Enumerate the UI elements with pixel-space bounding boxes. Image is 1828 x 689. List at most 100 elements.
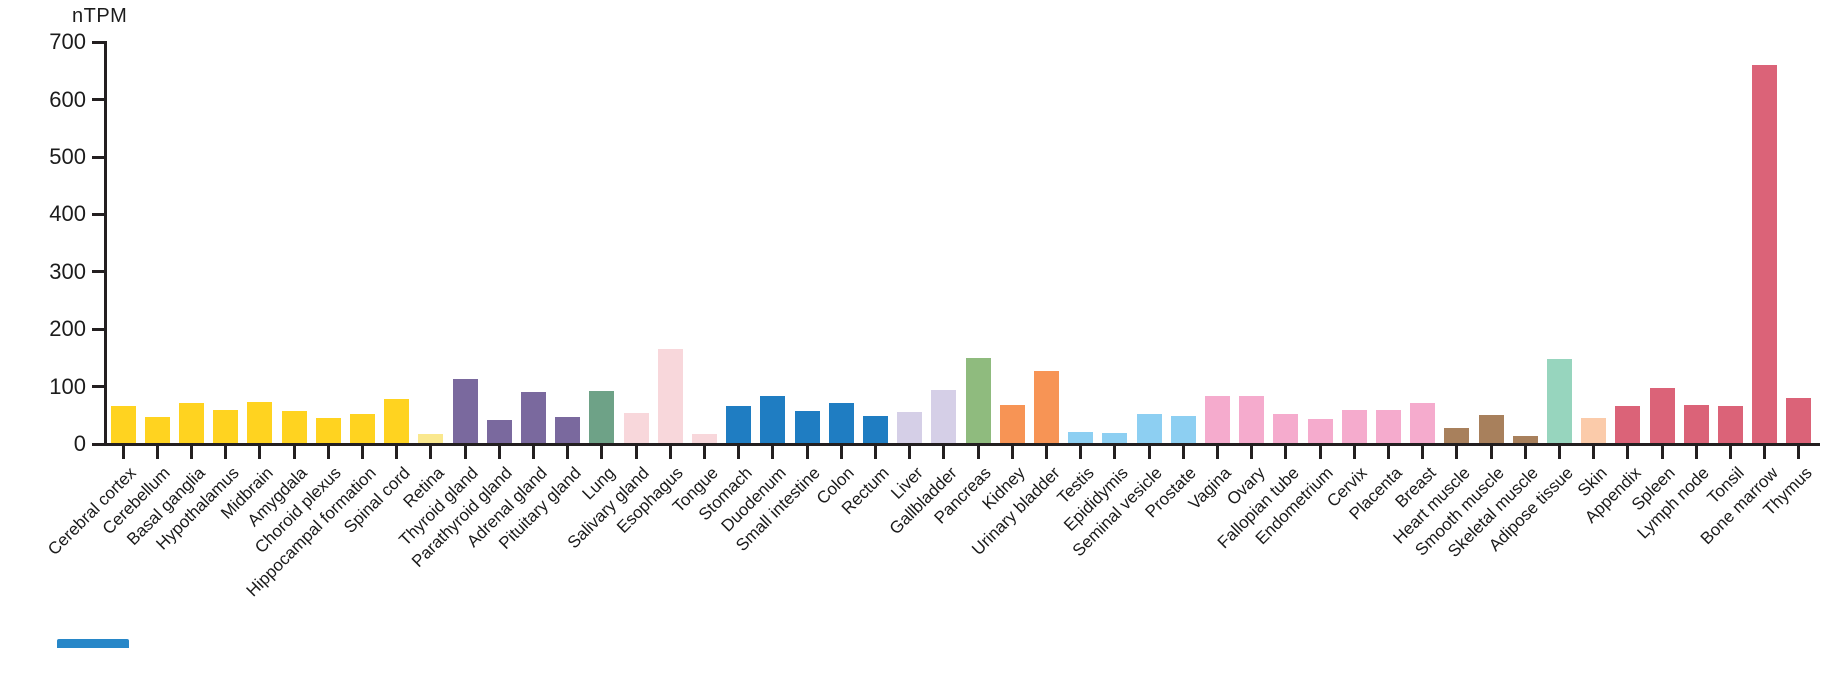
bar-salivary-gland[interactable] — [623, 413, 649, 443]
x-tick-appendix — [1626, 446, 1630, 459]
x-tick-smooth-muscle — [1489, 446, 1493, 459]
bar-cerebellum[interactable] — [144, 416, 170, 443]
bar-cervix[interactable] — [1341, 410, 1367, 443]
bar-prostate[interactable] — [1170, 416, 1196, 443]
bar-parathyroid-gland[interactable] — [486, 420, 512, 443]
y-axis-unit-label: nTPM — [72, 5, 128, 27]
bar-stomach[interactable] — [726, 406, 752, 443]
x-tick-tongue — [703, 446, 706, 459]
x-tick-cerebellum — [155, 446, 159, 459]
y-tick-label-400: 400 — [49, 201, 86, 227]
x-tick-tonsil — [1729, 446, 1732, 459]
bar-epididymis[interactable] — [1102, 432, 1128, 443]
bar-adipose-tissue[interactable] — [1547, 358, 1572, 443]
x-tick-esophagus — [668, 446, 672, 459]
bar-choroid-plexus[interactable] — [315, 417, 341, 443]
bar-lung[interactable] — [589, 391, 615, 443]
y-tick-label-200: 200 — [49, 316, 86, 342]
y-tick-label-100: 100 — [49, 373, 86, 399]
bar-lymph-node[interactable] — [1683, 405, 1709, 443]
bar-hypothalamus[interactable] — [213, 409, 239, 443]
x-tick-heart-muscle — [1455, 446, 1459, 459]
bar-rectum[interactable] — [863, 416, 888, 443]
x-tick-seminal-vesicle — [1147, 446, 1151, 459]
bar-esophagus[interactable] — [657, 349, 683, 443]
bar-breast[interactable] — [1410, 403, 1436, 443]
x-tick-small-intestine — [805, 446, 809, 459]
bar-small-intestine[interactable] — [794, 410, 820, 443]
bar-colon[interactable] — [828, 402, 854, 443]
bar-testis[interactable] — [1068, 431, 1094, 443]
bar-adrenal-gland[interactable] — [521, 391, 546, 443]
x-tick-spinal-cord — [395, 446, 399, 459]
x-tick-adrenal-gland — [532, 446, 535, 459]
bar-vagina[interactable] — [1205, 395, 1230, 443]
bar-fallopian-tube[interactable] — [1273, 413, 1299, 443]
y-axis-line — [104, 41, 107, 446]
bar-cerebral-cortex[interactable] — [110, 405, 136, 443]
bar-bone-marrow[interactable] — [1752, 64, 1778, 443]
x-tick-gallbladder — [942, 446, 946, 459]
bar-placenta[interactable] — [1376, 409, 1401, 443]
bar-pituitary-gland[interactable] — [555, 417, 581, 443]
bar-skeletal-muscle[interactable] — [1512, 435, 1538, 443]
bar-spleen[interactable] — [1649, 387, 1675, 443]
bar-liver[interactable] — [897, 412, 923, 443]
x-tick-adipose-tissue — [1558, 446, 1561, 459]
bar-urinary-bladder[interactable] — [1034, 370, 1059, 443]
bar-tongue[interactable] — [692, 434, 717, 443]
bar-tonsil[interactable] — [1718, 406, 1743, 443]
x-tick-kidney — [1010, 446, 1014, 459]
bar-amygdala[interactable] — [281, 411, 307, 443]
x-tick-stomach — [737, 446, 741, 459]
y-tick-300 — [92, 270, 105, 274]
bar-midbrain[interactable] — [247, 401, 273, 443]
y-tick-500 — [92, 155, 105, 159]
ntpm-bar-chart: nTPM 0 100 200 300 400 500 600 700 Cerebral cor… — [44, 5, 1820, 648]
x-axis-line — [104, 443, 1820, 446]
x-tick-bone-marrow — [1763, 446, 1767, 459]
bar-heart-muscle[interactable] — [1444, 428, 1470, 443]
y-tick-400 — [92, 212, 105, 216]
x-tick-placenta — [1387, 446, 1390, 459]
x-tick-skeletal-muscle — [1523, 446, 1527, 459]
x-tick-midbrain — [258, 446, 262, 459]
x-tick-lung — [600, 446, 604, 459]
y-tick-label-300: 300 — [49, 258, 86, 284]
x-tick-breast — [1421, 446, 1425, 459]
bar-thyroid-gland[interactable] — [452, 378, 478, 443]
bar-hippocampal-formation[interactable] — [350, 414, 375, 443]
bar-thymus[interactable] — [1786, 397, 1812, 443]
bar-skin[interactable] — [1581, 417, 1607, 443]
bar-duodenum[interactable] — [760, 395, 786, 443]
bar-kidney[interactable] — [999, 405, 1025, 443]
y-tick-label-500: 500 — [49, 144, 86, 169]
bar-appendix[interactable] — [1615, 406, 1641, 443]
x-tick-salivary-gland — [634, 446, 638, 459]
x-tick-retina — [429, 446, 433, 459]
y-tick-label-0: 0 — [73, 431, 86, 456]
x-tick-skin — [1592, 446, 1596, 459]
x-tick-parathyroid-gland — [497, 446, 501, 459]
bar-basal-ganglia[interactable] — [179, 402, 204, 443]
bar-retina[interactable] — [418, 433, 444, 443]
x-tick-spleen — [1660, 446, 1664, 459]
x-tick-colon — [839, 446, 843, 459]
x-tick-hippocampal-formation — [361, 446, 364, 459]
y-tick-100 — [92, 385, 105, 389]
x-tick-thyroid-gland — [463, 446, 467, 459]
bar-ovary[interactable] — [1239, 395, 1265, 443]
bar-gallbladder[interactable] — [931, 389, 957, 443]
x-tick-vagina — [1216, 446, 1219, 459]
y-tick-200 — [92, 327, 105, 331]
x-tick-pancreas — [976, 446, 980, 459]
bar-seminal-vesicle[interactable] — [1136, 414, 1162, 443]
x-tick-urinary-bladder — [1045, 446, 1048, 459]
y-tick-700 — [92, 40, 105, 44]
bar-smooth-muscle[interactable] — [1478, 414, 1504, 443]
bar-pancreas[interactable] — [965, 358, 991, 443]
x-tick-testis — [1079, 446, 1083, 459]
y-tick-600 — [92, 98, 105, 102]
bar-spinal-cord[interactable] — [384, 399, 410, 443]
bar-endometrium[interactable] — [1307, 418, 1333, 443]
